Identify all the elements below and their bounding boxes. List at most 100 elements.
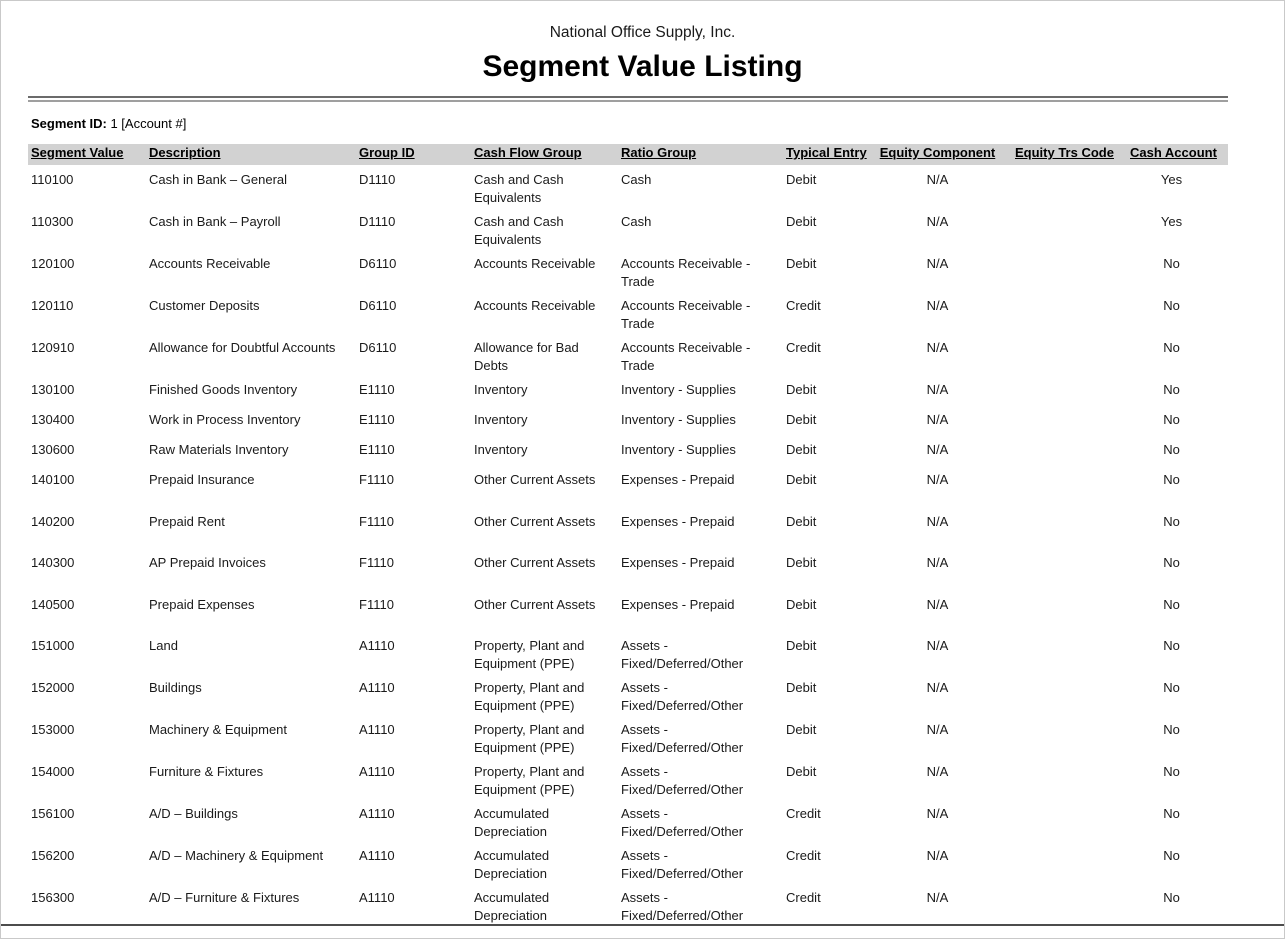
cell-description: Accounts Receivable	[149, 256, 271, 271]
cell-equity-component: N/A	[926, 638, 949, 653]
cell-cash-flow-group: Accumulated Depreciation	[474, 806, 550, 839]
cell-typical-entry: Debit	[786, 256, 817, 271]
cell-segment-value: 110100	[31, 172, 74, 187]
cell-typical-entry: Debit	[786, 680, 817, 695]
cell-ratio-group: Accounts Receivable - Trade	[621, 298, 751, 331]
cell-description: Prepaid Rent	[149, 513, 225, 529]
table-row: 152000 Buildings A1110 Property, Plant and …	[28, 673, 1228, 715]
segment-id-value: 1 [Account #]	[106, 116, 187, 131]
page-title: Segment Value Listing	[482, 50, 803, 83]
cell-segment-value: 120910	[31, 340, 75, 355]
column-header-equity-trs-code: Equity Trs Code	[1015, 145, 1114, 160]
table-row: 156100 A/D – Buildings A1110 Accumulated De…	[28, 799, 1228, 841]
cell-description: A/D – Buildings	[149, 806, 238, 821]
table-body: 110100 Cash in Bank – General D1110 Cash an…	[28, 165, 1228, 925]
cell-description: Machinery & Equipment	[149, 722, 288, 737]
cell-ratio-group: Accounts Receivable - Trade	[621, 340, 751, 373]
cell-ratio-group: Assets - Fixed/Deferred/Other	[621, 680, 744, 713]
segment-id-line: Segment ID: 1 [Account #]	[31, 115, 1284, 133]
cell-ratio-group: Assets - Fixed/Deferred/Other	[621, 764, 744, 797]
cell-cash-flow-group: Inventory	[474, 382, 528, 397]
cell-cash-flow-group: Accumulated Depreciation	[474, 848, 550, 881]
column-header-equity-component: Equity Component	[879, 145, 996, 160]
cell-cash-flow-group: Property, Plant and Equipment (PPE)	[474, 722, 585, 755]
column-header-cash-flow-group: Cash Flow Group	[474, 145, 582, 160]
table-row: 120910 Allowance for Doubtful Accounts D61…	[28, 333, 1228, 375]
cell-equity-component: N/A	[926, 596, 949, 612]
table-row: 110100 Cash in Bank – General D1110 Cash an…	[28, 165, 1228, 207]
cell-equity-component: N/A	[926, 722, 949, 737]
cell-description: Buildings	[149, 680, 202, 695]
cell-ratio-group: Expenses - Prepaid	[621, 555, 735, 570]
cell-ratio-group: Assets - Fixed/Deferred/Other	[621, 638, 744, 671]
table-row: 140300 AP Prepaid Invoices F1110 Other Curr…	[28, 548, 1228, 590]
cell-equity-component: N/A	[926, 340, 949, 355]
cell-segment-value: 120100	[31, 256, 75, 271]
table-row: 156200 A/D – Machinery & Equipment A1110 Ac…	[28, 841, 1228, 883]
cell-cash-account: No	[1163, 555, 1180, 570]
cell-cash-account: No	[1163, 382, 1180, 397]
cell-group-id: D1110	[359, 214, 396, 229]
cell-typical-entry: Credit	[786, 340, 821, 355]
cell-cash-account: No	[1163, 764, 1180, 779]
cell-segment-value: 130100	[31, 382, 75, 397]
cell-equity-component: N/A	[926, 412, 949, 427]
cell-description: Prepaid Insurance	[149, 472, 255, 487]
cell-group-id: A1110	[359, 680, 395, 695]
cell-segment-value: 140100	[31, 472, 75, 487]
cell-cash-flow-group: Other Current Assets	[474, 472, 596, 487]
cell-cash-account: No	[1163, 412, 1180, 427]
table-header-row: Segment Value Description Group ID Cash Flo…	[28, 144, 1228, 165]
cell-description: Allowance for Doubtful Accounts	[149, 340, 336, 355]
cell-ratio-group: Assets - Fixed/Deferred/Other	[621, 890, 744, 923]
cell-description: Land	[149, 638, 178, 653]
cell-cash-flow-group: Other Current Assets	[474, 596, 596, 612]
cell-group-id: E1110	[359, 442, 395, 457]
table-row: 140500 Prepaid Expenses F1110 Other Current…	[28, 590, 1228, 632]
cell-equity-component: N/A	[926, 680, 949, 695]
cell-ratio-group: Inventory - Supplies	[621, 412, 736, 427]
cell-equity-component: N/A	[926, 256, 949, 271]
cell-typical-entry: Debit	[786, 382, 817, 397]
cell-segment-value: 151000	[31, 638, 75, 653]
cell-group-id: D6110	[359, 340, 397, 355]
table-row: 151000 Land A1110 Property, Plant and Equip…	[28, 631, 1228, 673]
cell-group-id: A1110	[359, 848, 395, 863]
cell-segment-value: 120110	[31, 298, 74, 313]
cell-cash-flow-group: Inventory	[474, 442, 528, 457]
cell-ratio-group: Cash	[621, 214, 652, 229]
cell-cash-flow-group: Allowance for Bad Debts	[474, 340, 579, 373]
cell-group-id: F1110	[359, 555, 394, 570]
cell-segment-value: 130600	[31, 442, 75, 457]
cell-typical-entry: Debit	[786, 442, 817, 457]
cell-typical-entry: Debit	[786, 596, 817, 612]
table-row: 130100 Finished Goods Inventory E1110 Inven…	[28, 375, 1228, 405]
cell-equity-component: N/A	[926, 806, 949, 821]
cell-ratio-group: Assets - Fixed/Deferred/Other	[621, 722, 744, 755]
cell-segment-value: 140500	[31, 596, 75, 612]
cell-cash-flow-group: Accounts Receivable	[474, 298, 596, 313]
cell-equity-component: N/A	[926, 848, 949, 863]
header-divider	[28, 96, 1228, 102]
cell-segment-value: 156100	[31, 806, 75, 821]
cell-cash-flow-group: Accounts Receivable	[474, 256, 596, 271]
cell-cash-account: No	[1163, 806, 1180, 821]
cell-group-id: D6110	[359, 298, 397, 313]
column-header-group-id: Group ID	[359, 145, 415, 160]
cell-equity-component: N/A	[926, 472, 949, 487]
cell-segment-value: 140200	[31, 513, 75, 529]
column-header-cash-account: Cash Account	[1130, 145, 1217, 160]
cell-typical-entry: Debit	[786, 472, 817, 487]
cell-ratio-group: Inventory - Supplies	[621, 442, 736, 457]
cell-description: Cash in Bank – Payroll	[149, 214, 281, 229]
cell-cash-flow-group: Cash and Cash Equivalents	[474, 172, 564, 205]
cell-equity-component: N/A	[926, 442, 949, 457]
table-row: 130400 Work in Process Inventory E1110 Inve…	[28, 405, 1228, 435]
company-name: National Office Supply, Inc.	[549, 24, 736, 41]
cell-description: Furniture & Fixtures	[149, 764, 264, 779]
segment-value-table: Segment Value Description Group ID Cash Flo…	[28, 144, 1228, 925]
table-row: 140200 Prepaid Rent F1110 Other Current Ass…	[28, 507, 1228, 549]
cell-typical-entry: Credit	[786, 806, 821, 821]
cell-group-id: F1110	[359, 513, 394, 529]
